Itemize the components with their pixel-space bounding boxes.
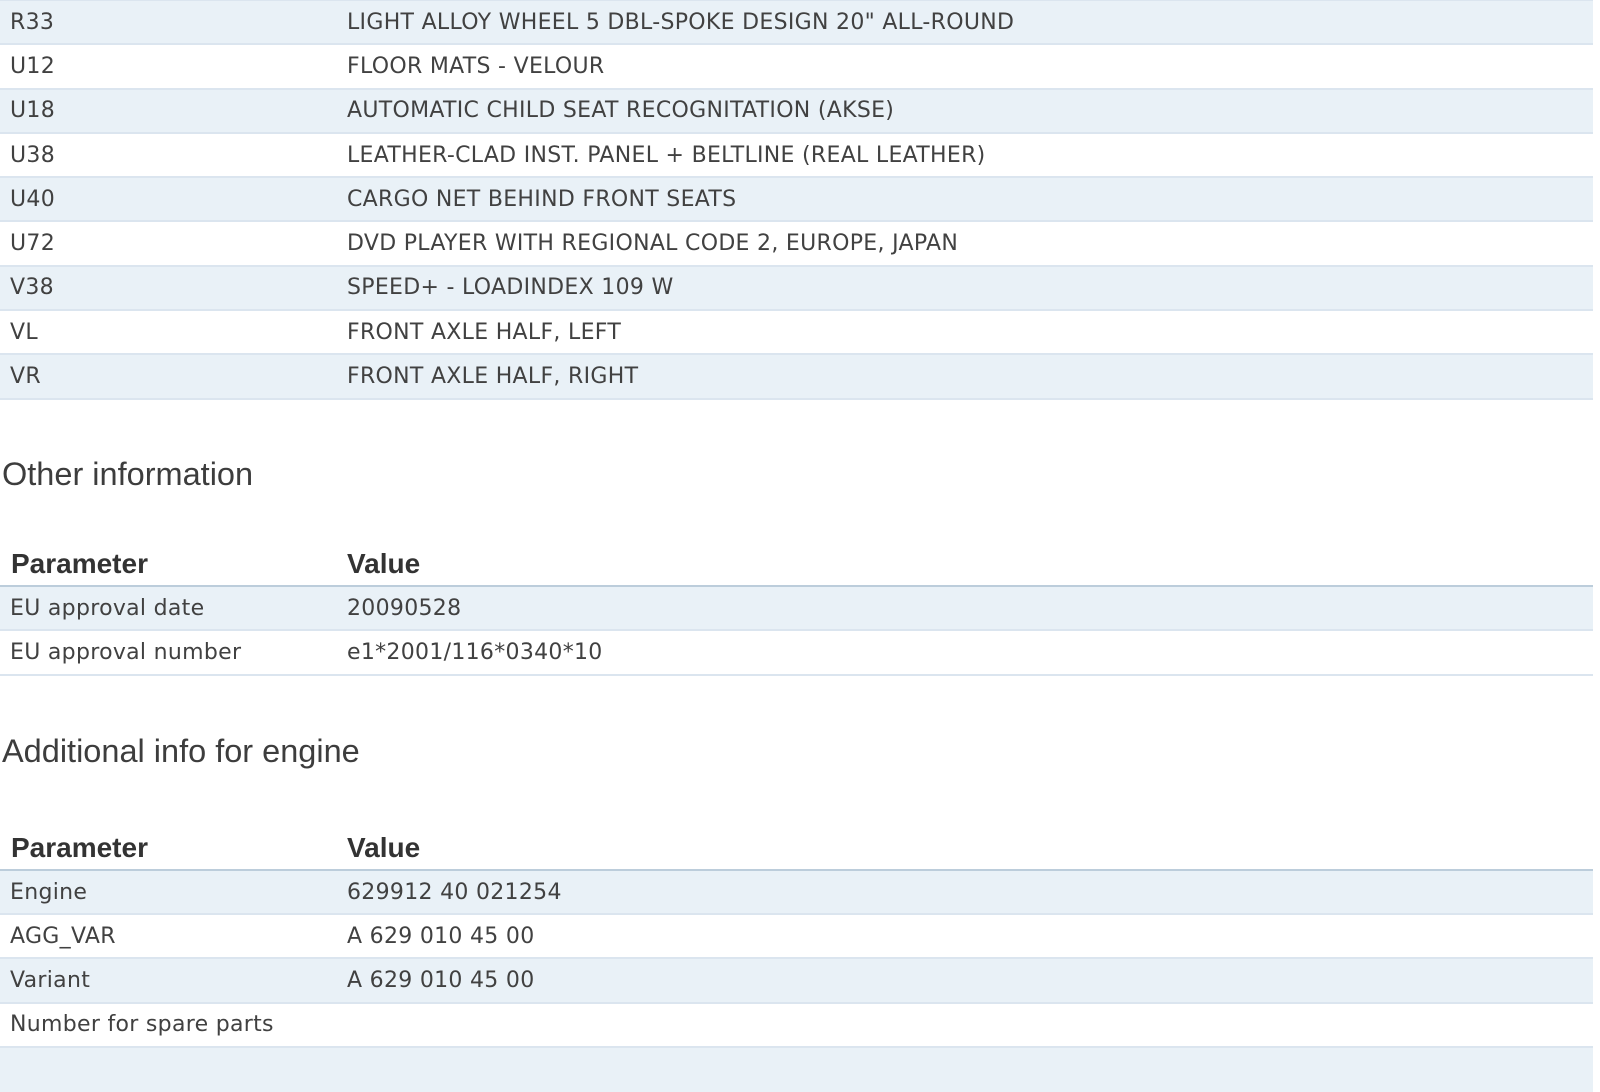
- option-description: FRONT AXLE HALF, RIGHT: [347, 364, 639, 390]
- table-header-row: Parameter Value: [0, 542, 1593, 587]
- column-header-parameter: Parameter: [11, 547, 148, 579]
- parameter-value: A 629 010 45 00: [347, 968, 535, 994]
- parameter-name: Number for spare parts: [10, 1012, 274, 1038]
- table-row: Variant A 629 010 45 00: [0, 959, 1593, 1004]
- engine-info-table: Parameter Value Engine 629912 40 021254 …: [0, 826, 1593, 1092]
- table-row: V38 SPEED+ - LOADINDEX 109 W: [0, 266, 1593, 312]
- column-header-value: Value: [347, 831, 421, 863]
- parameter-value: e1*2001/116*0340*10: [347, 639, 603, 665]
- table-row: Number for spare parts: [0, 1003, 1593, 1049]
- table-row: VL FRONT AXLE HALF, LEFT: [0, 311, 1593, 356]
- option-code: U12: [10, 53, 55, 79]
- table-row-partial: [0, 1048, 1593, 1092]
- table-row: VR FRONT AXLE HALF, RIGHT: [0, 355, 1593, 400]
- table-row: Engine 629912 40 021254: [0, 870, 1593, 916]
- option-description: LIGHT ALLOY WHEEL 5 DBL-SPOKE DESIGN 20"…: [347, 9, 1015, 35]
- parameter-name: AGG_VAR: [10, 923, 116, 949]
- option-description: AUTOMATIC CHILD SEAT RECOGNITATION (AKSE…: [347, 98, 895, 124]
- option-description: FRONT AXLE HALF, LEFT: [347, 319, 622, 345]
- section-title-engine-info: Additional info for engine: [2, 732, 360, 769]
- parameter-name: Engine: [10, 879, 88, 905]
- option-code: R33: [10, 9, 55, 35]
- other-information-table: Parameter Value EU approval date 2009052…: [0, 542, 1593, 676]
- parameter-value: A 629 010 45 00: [347, 923, 535, 949]
- parameter-name: EU approval date: [10, 595, 205, 621]
- table-header-row: Parameter Value: [0, 826, 1593, 871]
- table-row: EU approval date 20090528: [0, 586, 1593, 632]
- option-code: U18: [10, 98, 55, 124]
- table-row: U18 AUTOMATIC CHILD SEAT RECOGNITATION (…: [0, 89, 1593, 134]
- option-description: CARGO NET BEHIND FRONT SEATS: [347, 186, 737, 212]
- option-description: FLOOR MATS - VELOUR: [347, 53, 605, 79]
- option-code: U40: [10, 186, 55, 212]
- table-row: EU approval number e1*2001/116*0340*10: [0, 631, 1593, 676]
- parameter-name: EU approval number: [10, 639, 242, 665]
- option-code: V38: [10, 275, 54, 301]
- option-description: LEATHER-CLAD INST. PANEL + BELTLINE (REA…: [347, 142, 986, 168]
- column-header-parameter: Parameter: [11, 831, 148, 863]
- option-code: U72: [10, 231, 55, 257]
- equipment-codes-table: R33 LIGHT ALLOY WHEEL 5 DBL-SPOKE DESIGN…: [0, 0, 1593, 400]
- option-code: VR: [10, 364, 41, 390]
- parameter-value: 20090528: [347, 595, 462, 621]
- table-row: U12 FLOOR MATS - VELOUR: [0, 45, 1593, 90]
- parameter-value: 629912 40 021254: [347, 879, 562, 905]
- table-row: R33 LIGHT ALLOY WHEEL 5 DBL-SPOKE DESIGN…: [0, 1, 1593, 46]
- option-code: VL: [10, 319, 38, 345]
- table-row: U72 DVD PLAYER WITH REGIONAL CODE 2, EUR…: [0, 222, 1593, 267]
- section-title-other-information: Other information: [2, 455, 254, 492]
- option-description: SPEED+ - LOADINDEX 109 W: [347, 275, 674, 301]
- column-header-value: Value: [347, 547, 421, 579]
- table-row: U40 CARGO NET BEHIND FRONT SEATS: [0, 178, 1593, 223]
- parameter-name: Variant: [10, 968, 91, 994]
- table-row: U38 LEATHER-CLAD INST. PANEL + BELTLINE …: [0, 133, 1593, 179]
- option-code: U38: [10, 142, 55, 168]
- table-row: AGG_VAR A 629 010 45 00: [0, 915, 1593, 960]
- option-description: DVD PLAYER WITH REGIONAL CODE 2, EUROPE,…: [347, 231, 959, 257]
